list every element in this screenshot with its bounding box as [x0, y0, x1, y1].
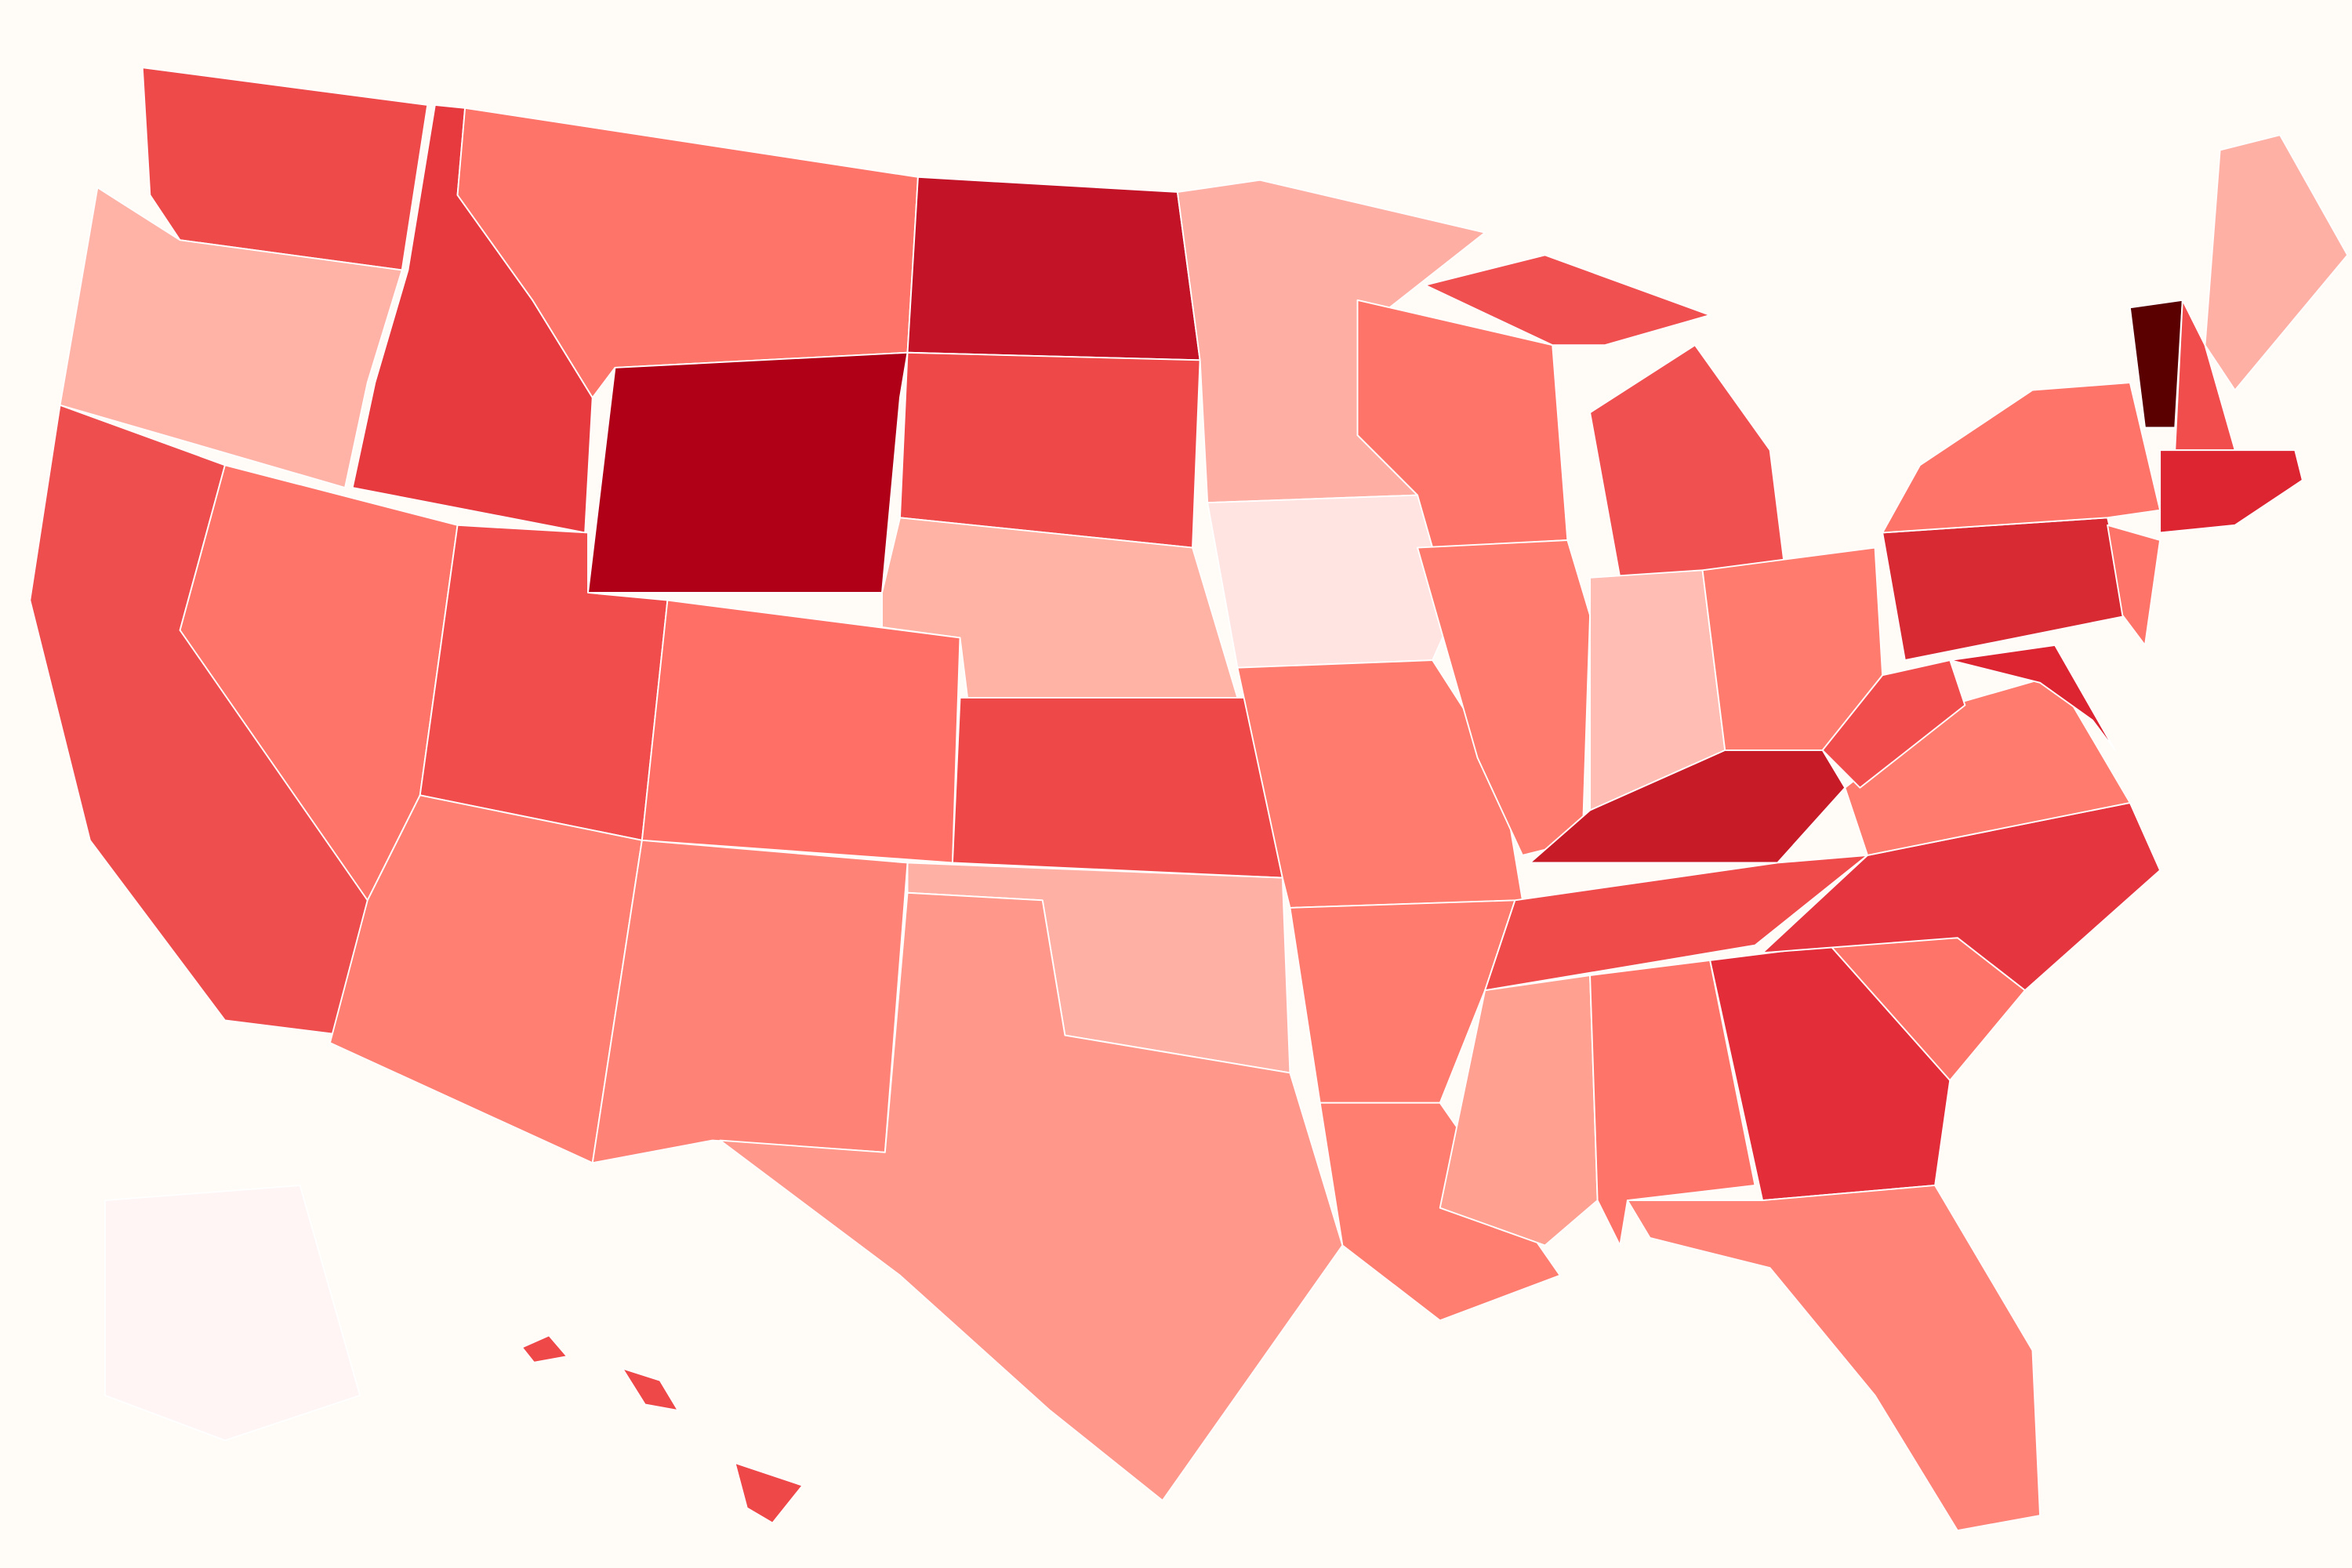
state-region: [881, 517, 1239, 699]
state-region: [1319, 1102, 1561, 1322]
state-region: [2107, 524, 2161, 646]
state-region: [2159, 449, 2303, 534]
state-region: [103, 1185, 361, 1442]
state-region: [641, 599, 961, 864]
state-region: [1484, 854, 1868, 992]
state-region: [719, 891, 1344, 1501]
state-region: [591, 839, 909, 1164]
state-region: [587, 351, 909, 593]
state-region: [1589, 344, 1786, 579]
state-region: [1821, 659, 1966, 789]
state-region: [1949, 644, 2116, 751]
state-region: [899, 351, 1201, 549]
state-region: [734, 1462, 804, 1524]
state-region: [906, 176, 1201, 361]
state-region: [1439, 975, 1599, 1247]
state-region: [1289, 899, 1516, 1104]
state-region: [622, 1367, 679, 1411]
state-region: [1626, 1185, 2041, 1532]
state-region: [2204, 134, 2349, 391]
state-region: [951, 696, 1283, 879]
state-region: [1424, 254, 1711, 347]
state-region: [2129, 299, 2183, 429]
state-region: [328, 794, 643, 1164]
state-region: [521, 1334, 568, 1363]
